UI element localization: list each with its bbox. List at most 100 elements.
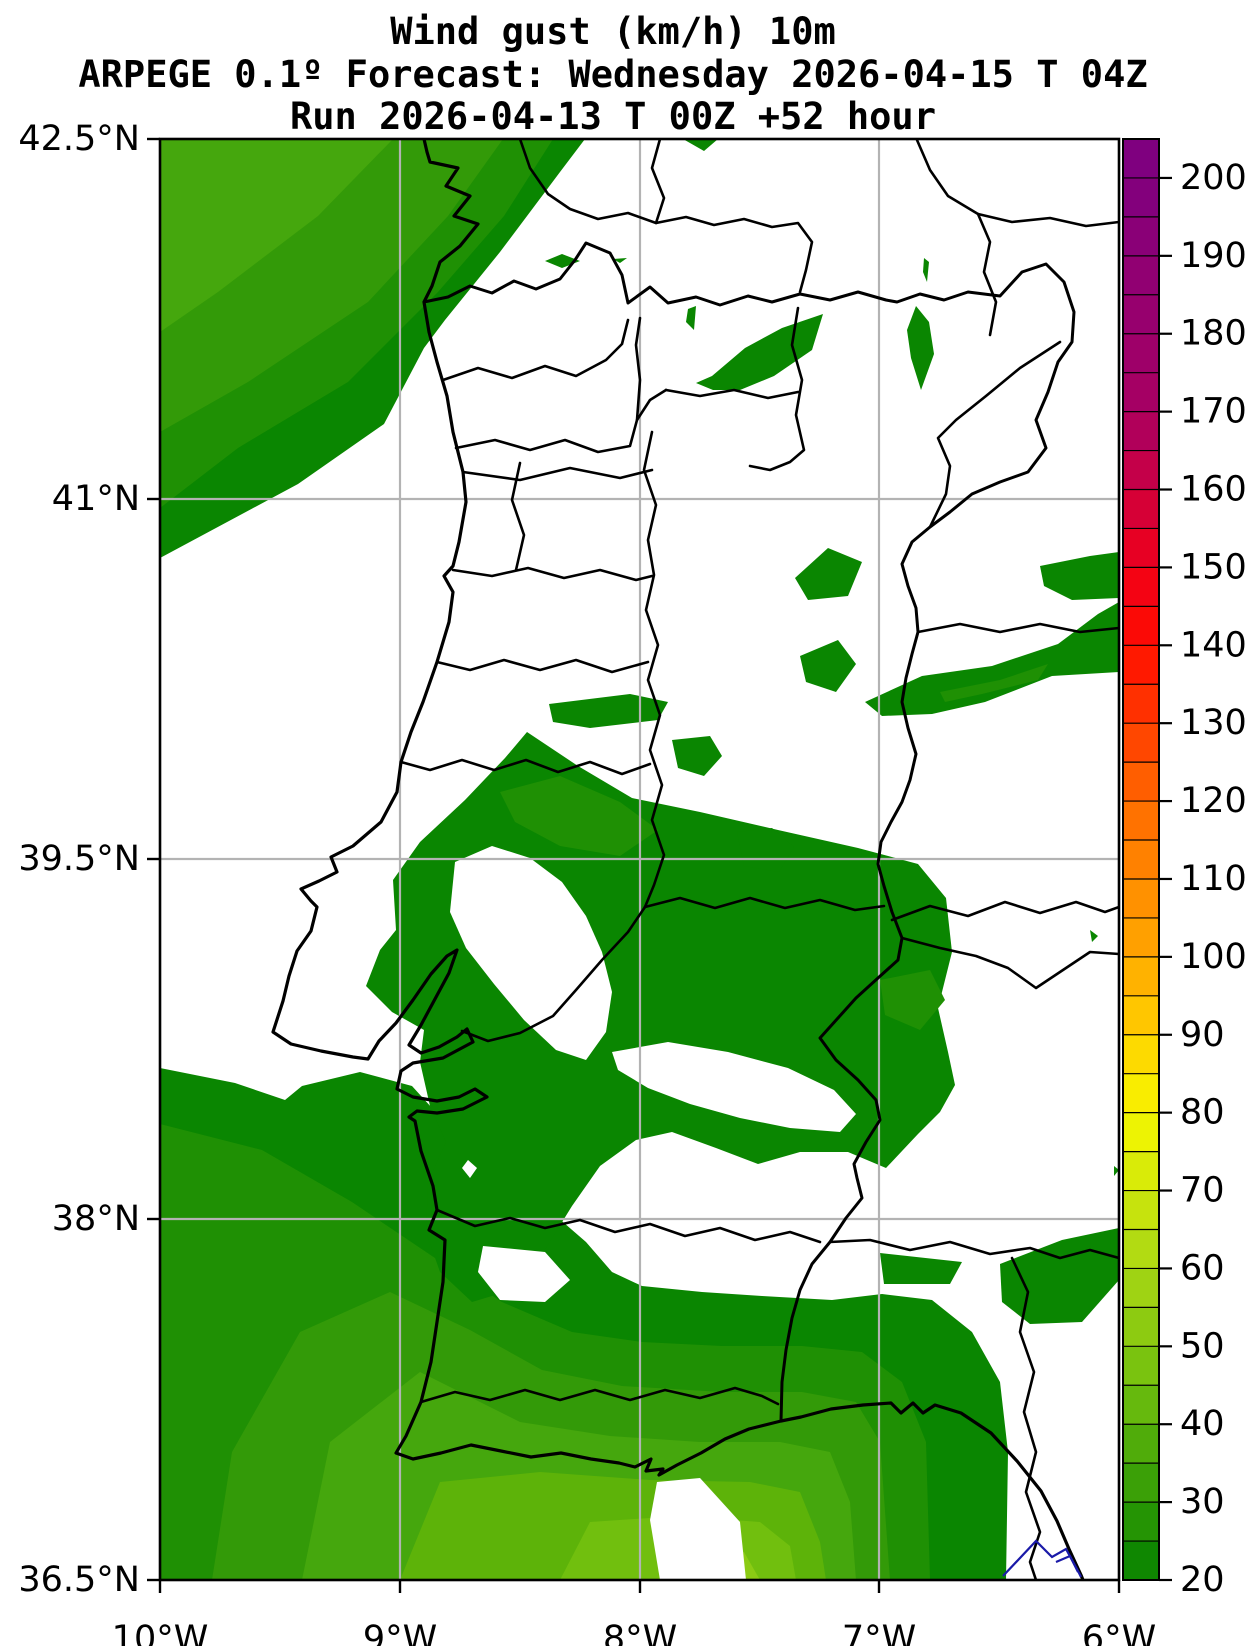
district-line xyxy=(748,306,806,472)
contour-patch-leaf-stem xyxy=(923,258,929,282)
colorbar-segment xyxy=(1123,762,1159,802)
district-line xyxy=(510,461,526,572)
colorbar-segment xyxy=(1123,1502,1159,1542)
colorbar-tick-label: 50 xyxy=(1180,1326,1225,1366)
colorbar-segment xyxy=(1123,489,1159,529)
district-line xyxy=(435,1208,822,1244)
contour-nw-atlantic-35 xyxy=(160,139,393,332)
lat-axis-ticks xyxy=(147,137,160,1582)
district-line xyxy=(634,316,642,422)
contour-patch-sierra-morena xyxy=(1000,1228,1119,1324)
colorbar-segment-dividers xyxy=(1123,177,1159,1542)
colorbar-segment xyxy=(1123,450,1159,491)
province-line xyxy=(976,212,998,337)
waterbody-outline xyxy=(1002,1539,1082,1578)
contour-patch-salamanca xyxy=(795,548,862,600)
district-line xyxy=(454,388,668,454)
district-boundaries xyxy=(399,139,1119,1580)
contour-patch-lens-a xyxy=(545,254,580,268)
district-line xyxy=(451,566,654,582)
coastlines-and-borders xyxy=(271,139,1119,1580)
lon-tick-label: 8°W xyxy=(603,1619,677,1646)
lon-tick-label: 6°W xyxy=(1082,1619,1156,1646)
province-line xyxy=(900,936,1119,990)
colorbar-tick-label: 100 xyxy=(1180,937,1247,977)
colorbar-segment xyxy=(1123,956,1159,997)
colorbar-segment xyxy=(1123,216,1159,257)
province-line xyxy=(915,139,1119,228)
lagoon-outline xyxy=(1055,1554,1079,1573)
province-line xyxy=(916,622,1119,634)
province-line xyxy=(890,900,1119,922)
colorbar-tick-label: 190 xyxy=(1180,236,1247,276)
colorbar-segment xyxy=(1123,1424,1159,1464)
wind-gust-filled-contours xyxy=(160,139,1119,1580)
colorbar-segment xyxy=(1123,1268,1159,1308)
colorbar-tick-label: 60 xyxy=(1180,1248,1225,1288)
district-line xyxy=(461,466,654,482)
colorbar-segment xyxy=(1123,645,1159,685)
province-line xyxy=(828,1238,1119,1260)
colorbar-tick-label: 40 xyxy=(1180,1404,1225,1444)
lon-tick-label: 10°W xyxy=(112,1619,209,1646)
colorbar-tick-label: 110 xyxy=(1180,859,1247,899)
contour-patch-leaf xyxy=(907,306,934,390)
colorbar-segment xyxy=(1123,1541,1159,1581)
colorbar-tick-label: 30 xyxy=(1180,1482,1225,1522)
colorbar-segment xyxy=(1123,917,1159,958)
contour-patch-douro-a xyxy=(800,640,856,692)
colorbar-tick-labels: 20 30 40 50 60 70 80 90 100 110 120 130 140 150 160 170… xyxy=(1180,158,1247,1600)
colorbar-tick-label: 200 xyxy=(1180,158,1247,198)
title-line-1: Wind gust (km/h) 10m xyxy=(390,10,836,53)
colorbar-segment xyxy=(1123,1346,1159,1386)
colorbar-tick-label: 20 xyxy=(1180,1560,1225,1600)
province-line xyxy=(1010,1256,1042,1580)
colorbar-tick-label: 80 xyxy=(1180,1093,1225,1133)
figure-titles: Wind gust (km/h) 10m ARPEGE 0.1º Forecas… xyxy=(78,10,1147,138)
border-portugal-spain xyxy=(422,241,1076,1423)
colorbar-segment xyxy=(1123,177,1159,218)
hole-diamond xyxy=(462,1160,477,1178)
colorbar-tick-label: 90 xyxy=(1180,1015,1225,1055)
lat-tick-label: 36.5°N xyxy=(18,1560,140,1600)
contour-patch-zamora xyxy=(696,314,823,390)
contour-patch-teardrop xyxy=(686,306,696,330)
hole-faro-wedge xyxy=(650,1478,746,1580)
contour-patch-estrela-a xyxy=(672,736,722,776)
district-line xyxy=(643,896,886,912)
lat-tick-label: 41°N xyxy=(52,479,140,519)
lon-tick-label: 7°W xyxy=(842,1619,916,1646)
lat-tick-label: 42.5°N xyxy=(18,119,140,159)
colorbar-tick-label: 70 xyxy=(1180,1171,1225,1211)
colorbar-segment xyxy=(1123,995,1159,1036)
province-line xyxy=(518,139,814,294)
district-line xyxy=(642,430,666,909)
contour-central-accent-25b xyxy=(880,970,945,1030)
colorbar-segment xyxy=(1123,878,1159,919)
colorbar-segment xyxy=(1123,1112,1159,1153)
colorbar-segment xyxy=(1123,1190,1159,1230)
contour-speck-b xyxy=(1114,1166,1119,1176)
contour-central-accent-25a xyxy=(500,776,658,856)
colorbar-segment xyxy=(1123,567,1159,607)
contour-patch-badajoz-band xyxy=(880,1253,962,1284)
colorbar-segment xyxy=(1123,723,1159,763)
hole-setubal-se xyxy=(478,1246,570,1302)
colorbar-segment xyxy=(1123,294,1159,335)
colorbar-tick-label: 140 xyxy=(1180,625,1247,665)
colorbar-segment xyxy=(1123,528,1159,568)
district-line xyxy=(664,388,800,400)
district-line xyxy=(460,905,647,1043)
province-line xyxy=(650,139,666,225)
colorbar-segment xyxy=(1123,1463,1159,1503)
contour-patch-top-edge xyxy=(683,139,718,151)
colorbar-segment xyxy=(1123,684,1159,724)
colorbar-frame xyxy=(1122,138,1160,1581)
colorbar-ticks xyxy=(1159,176,1172,1582)
colorbar-segment xyxy=(1123,333,1159,374)
contour-patch-estrela-b xyxy=(737,828,794,872)
hole-evora xyxy=(612,1042,856,1132)
title-line-2: ARPEGE 0.1º Forecast: Wednesday 2026-04-… xyxy=(78,53,1147,96)
lon-axis-ticks xyxy=(158,1580,1121,1593)
